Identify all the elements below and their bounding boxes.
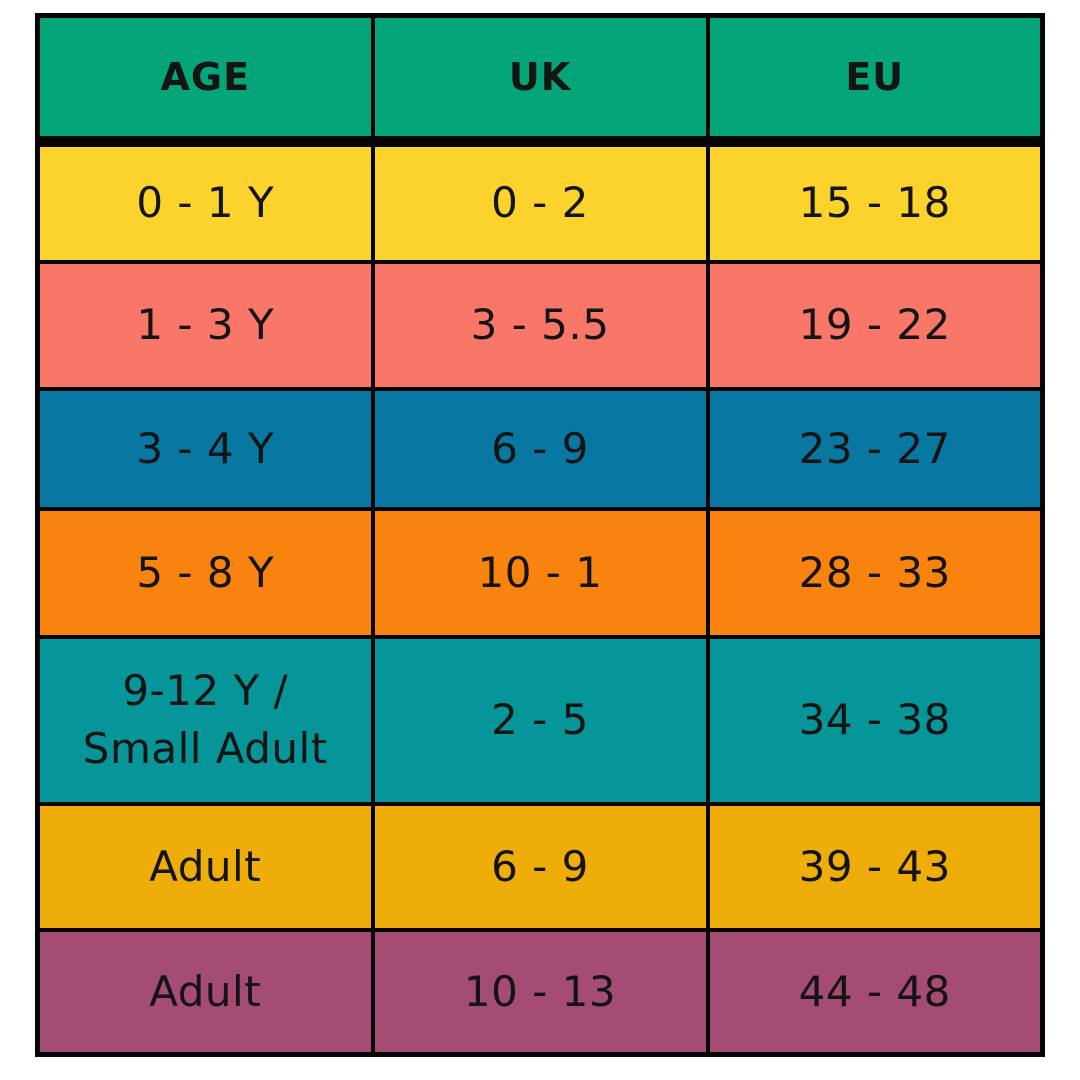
header-row: AGE UK EU — [35, 13, 1045, 147]
uk-cell: 10 - 13 — [370, 927, 710, 1057]
table-body: 0 - 1 Y 0 - 2 15 - 18 1 - 3 Y 3 - 5.5 19… — [35, 139, 1045, 1057]
table-row: Adult 6 - 9 39 - 43 — [35, 801, 1045, 932]
eu-cell: 19 - 22 — [705, 259, 1045, 391]
eu-cell: 15 - 18 — [705, 139, 1045, 264]
header-cell-uk: UK — [370, 13, 710, 147]
uk-cell: 0 - 2 — [370, 139, 710, 264]
table-row: 9-12 Y / Small Adult 2 - 5 34 - 38 — [35, 634, 1045, 806]
uk-cell: 3 - 5.5 — [370, 259, 710, 391]
table-row: 3 - 4 Y 6 - 9 23 - 27 — [35, 386, 1045, 511]
eu-cell: 34 - 38 — [705, 634, 1045, 806]
eu-cell: 39 - 43 — [705, 801, 1045, 932]
eu-cell: 28 - 33 — [705, 506, 1045, 639]
table-row: 1 - 3 Y 3 - 5.5 19 - 22 — [35, 259, 1045, 391]
table-row: Adult 10 - 13 44 - 48 — [35, 927, 1045, 1057]
size-conversion-table: AGE UK EU 0 - 1 Y 0 - 2 15 - 18 1 - 3 Y … — [35, 13, 1045, 1057]
age-cell: 9-12 Y / Small Adult — [35, 634, 375, 806]
age-cell: 1 - 3 Y — [35, 259, 375, 391]
table-row: 0 - 1 Y 0 - 2 15 - 18 — [35, 139, 1045, 264]
uk-cell: 6 - 9 — [370, 801, 710, 932]
eu-cell: 23 - 27 — [705, 386, 1045, 511]
uk-cell: 10 - 1 — [370, 506, 710, 639]
header-cell-age: AGE — [35, 13, 375, 147]
table-row: 5 - 8 Y 10 - 1 28 - 33 — [35, 506, 1045, 639]
header-cell-eu: EU — [705, 13, 1045, 147]
eu-cell: 44 - 48 — [705, 927, 1045, 1057]
age-cell: 0 - 1 Y — [35, 139, 375, 264]
age-cell: Adult — [35, 927, 375, 1057]
age-cell: 5 - 8 Y — [35, 506, 375, 639]
uk-cell: 6 - 9 — [370, 386, 710, 511]
uk-cell: 2 - 5 — [370, 634, 710, 806]
age-cell: 3 - 4 Y — [35, 386, 375, 511]
table-header: AGE UK EU — [35, 13, 1045, 147]
age-cell: Adult — [35, 801, 375, 932]
